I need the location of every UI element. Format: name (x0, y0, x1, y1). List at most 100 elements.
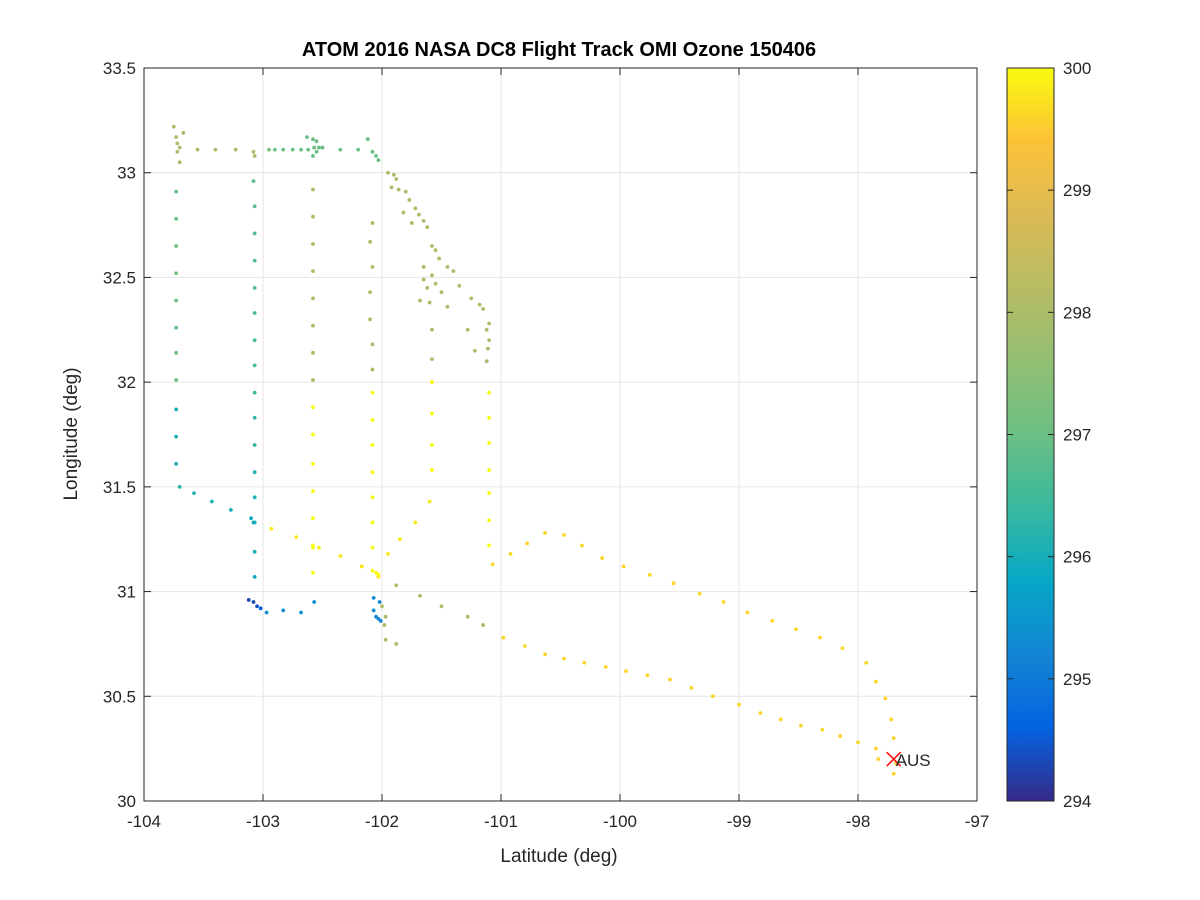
y-tick-label: 31 (117, 583, 136, 602)
track-point (317, 545, 321, 550)
track-point (314, 149, 319, 154)
track-point (174, 189, 179, 194)
track-point (273, 147, 277, 152)
track-point (465, 327, 470, 332)
track-point (377, 600, 382, 604)
track-point (177, 160, 182, 165)
track-point (433, 281, 438, 286)
track-point (600, 556, 605, 560)
axes-box (144, 68, 977, 801)
track-point (430, 244, 434, 248)
track-point (311, 432, 315, 437)
track-point (394, 583, 399, 588)
track-point (487, 491, 491, 496)
track-point (359, 564, 364, 569)
track-point (891, 736, 896, 741)
track-point (451, 269, 456, 274)
track-point (252, 575, 257, 579)
track-point (174, 135, 179, 140)
x-axis-ticks: -104 -103 -102 -101 -100 -99 -98 -97 (127, 68, 989, 831)
track-point (252, 549, 257, 554)
colorbar-tick-label: 295 (1063, 670, 1091, 689)
x-tick-label: -104 (127, 812, 161, 831)
track-point (421, 218, 426, 223)
track-point (873, 679, 878, 684)
track-point (320, 145, 325, 150)
track-point (281, 608, 286, 613)
track-point (383, 614, 388, 619)
track-point (409, 221, 414, 225)
track-point (311, 378, 315, 382)
track-point (376, 158, 381, 163)
track-point (174, 325, 179, 330)
track-point (252, 204, 257, 209)
track-point (820, 727, 825, 732)
track-point (306, 147, 311, 152)
track-point (370, 221, 375, 225)
track-point (252, 154, 257, 158)
track-point (181, 131, 186, 135)
aus-marker: AUS (886, 751, 931, 770)
track-point (370, 568, 375, 573)
track-point (314, 139, 319, 144)
track-point (621, 564, 626, 569)
track-point (249, 516, 254, 521)
track-point (487, 321, 491, 326)
data-points (171, 124, 898, 776)
track-point (603, 665, 608, 669)
track-point (484, 327, 489, 332)
track-point (365, 137, 370, 142)
track-point (368, 239, 372, 244)
track-point (177, 145, 182, 150)
track-point (421, 265, 426, 269)
colorbar-tick-label: 294 (1063, 792, 1091, 811)
plot-area: AUS -104 -103 -102 -101 -100 -99 -98 -97 30 30.5… (103, 59, 989, 831)
track-point (294, 535, 299, 540)
track-point (255, 604, 259, 609)
track-point (425, 225, 430, 230)
track-point (873, 746, 878, 751)
track-point (425, 286, 430, 290)
track-point (487, 390, 491, 395)
track-point (437, 256, 442, 261)
track-point (378, 618, 383, 623)
track-point (389, 185, 394, 190)
track-point (543, 652, 547, 657)
track-point (175, 141, 180, 146)
colorbar-tick-label: 297 (1063, 426, 1091, 445)
track-point (562, 656, 566, 661)
track-point (543, 531, 547, 535)
track-point (174, 350, 179, 355)
track-point (418, 298, 422, 303)
track-point (213, 147, 218, 152)
track-point (430, 357, 434, 362)
track-point (838, 734, 843, 738)
track-point (252, 311, 257, 315)
track-point (370, 265, 375, 269)
track-point (770, 618, 775, 623)
track-point (840, 646, 845, 651)
track-point (562, 533, 566, 537)
track-point (252, 363, 257, 368)
track-point (311, 269, 315, 274)
track-point (370, 342, 375, 347)
track-point (697, 591, 702, 596)
track-point (508, 551, 513, 556)
track-point (311, 154, 315, 158)
track-point (171, 124, 176, 129)
x-tick-label: -100 (603, 812, 637, 831)
track-point (876, 757, 881, 762)
axes-frame (143, 67, 978, 802)
track-point (228, 507, 233, 512)
track-point (338, 554, 343, 558)
track-point (246, 598, 251, 602)
track-point (174, 461, 179, 466)
track-point (477, 302, 482, 307)
track-point (174, 434, 179, 439)
track-point (177, 484, 182, 489)
track-point (891, 771, 896, 776)
track-point (671, 581, 676, 586)
track-point (710, 694, 715, 699)
track-point (311, 296, 315, 301)
